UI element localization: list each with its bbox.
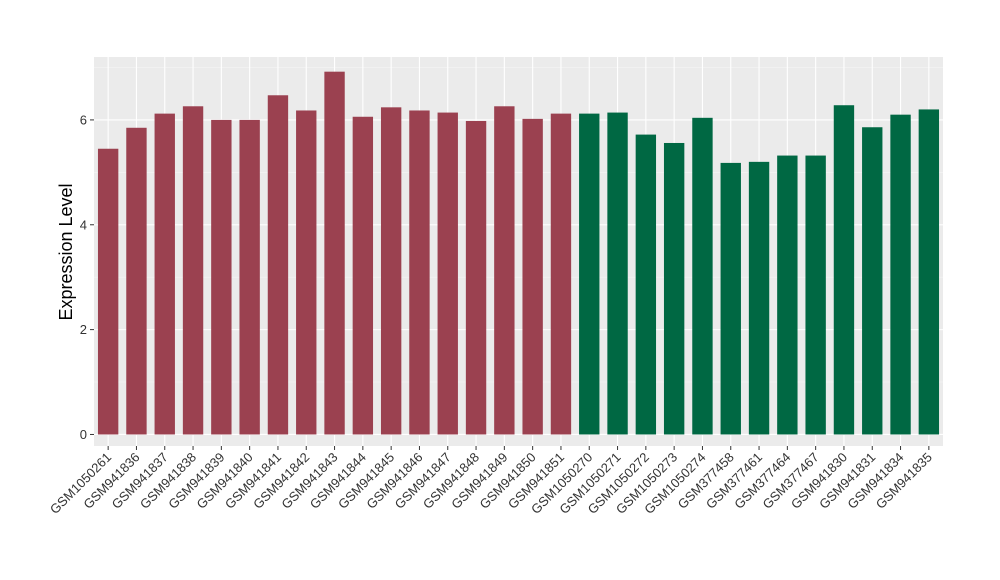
bar-GSM941851 [550, 113, 572, 435]
bar-GSM941845 [380, 107, 402, 435]
bar-GSM941835 [918, 109, 940, 435]
bar-GSM941837 [154, 113, 175, 435]
bar-GSM941844 [352, 116, 374, 435]
bar-GSM941850 [522, 118, 543, 435]
y-tick-label: 6 [80, 112, 87, 127]
bar-GSM377467 [805, 155, 826, 435]
y-tick-label: 2 [80, 322, 87, 337]
bar-GSM941830 [833, 105, 855, 435]
plot-panel [94, 57, 943, 446]
bar-GSM941848 [465, 120, 487, 435]
bar-GSM941834 [890, 114, 911, 435]
bar-GSM941846 [409, 110, 430, 435]
bar-GSM1050271 [607, 112, 628, 435]
bar-GSM1050261 [97, 148, 119, 435]
bar-GSM1050272 [635, 134, 657, 435]
bar-GSM941849 [494, 106, 515, 435]
bar-GSM941847 [437, 112, 458, 435]
bars [97, 71, 940, 435]
bar-GSM941836 [126, 127, 147, 435]
y-tick-label: 0 [80, 427, 87, 442]
bar-GSM941840 [239, 119, 260, 435]
bar-GSM377458 [720, 162, 741, 435]
bar-GSM1050274 [692, 117, 713, 435]
bar-GSM1050273 [663, 142, 685, 435]
bar-GSM941831 [862, 127, 883, 435]
bar-GSM1050270 [579, 113, 600, 435]
bar-GSM941839 [211, 119, 232, 435]
bar-GSM377461 [748, 161, 770, 435]
bar-GSM941843 [324, 71, 345, 435]
bar-GSM941838 [182, 106, 204, 435]
y-axis-title: Expression Level [56, 183, 76, 320]
y-tick-label: 4 [80, 217, 87, 232]
bar-GSM941842 [296, 110, 317, 435]
bar-GSM377464 [777, 155, 798, 435]
bar-GSM941841 [267, 95, 289, 435]
